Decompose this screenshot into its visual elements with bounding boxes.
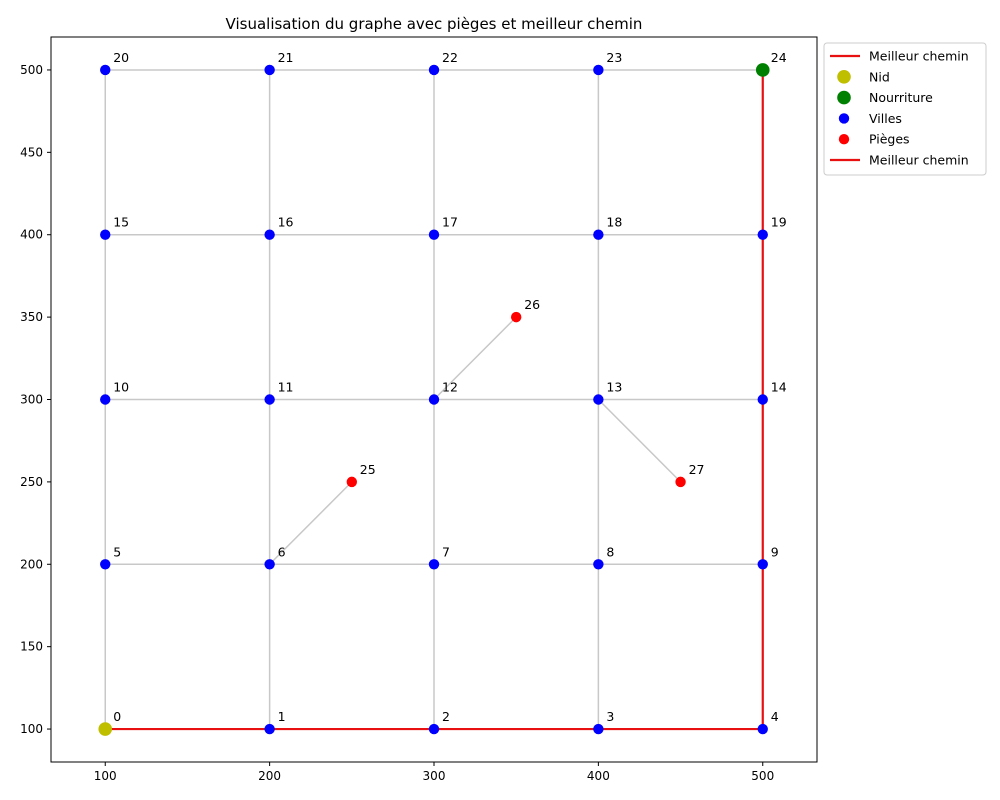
- node-label: 11: [278, 380, 294, 395]
- node-label: 20: [113, 50, 129, 65]
- node-label: 5: [113, 544, 121, 559]
- y-tick-label: 450: [20, 145, 43, 159]
- y-tick-label: 150: [20, 640, 43, 654]
- node-label: 3: [606, 709, 614, 724]
- y-tick-label: 200: [20, 557, 43, 571]
- trap-node: [675, 476, 686, 488]
- y-tick-label: 250: [20, 475, 43, 489]
- node-label: 10: [113, 380, 129, 395]
- city-node: [593, 723, 604, 735]
- city-node: [428, 559, 440, 570]
- x-tick-label: 300: [423, 769, 446, 783]
- graph-edge: [433, 316, 517, 401]
- node-label: 7: [442, 544, 450, 559]
- legend: Meilleur chemin Nid Nourriture Villes Pièges…: [823, 42, 987, 176]
- x-tick-label: 200: [258, 769, 281, 783]
- city-node: [264, 64, 275, 76]
- node-label: 9: [771, 544, 779, 559]
- node-label: 22: [442, 50, 458, 65]
- legend-marker-swatch: [837, 90, 851, 105]
- legend-label: Villes: [869, 111, 902, 126]
- y-tick-label: 100: [20, 722, 43, 736]
- city-node: [264, 229, 275, 240]
- chart-title: Visualisation du graphe avec pièges et m…: [226, 15, 643, 33]
- legend-label: Nourriture: [869, 90, 933, 105]
- node-label: 0: [113, 709, 121, 724]
- food-node: [755, 63, 770, 77]
- legend-label: Meilleur chemin: [869, 49, 969, 64]
- node-label: 24: [771, 50, 787, 65]
- city-node: [757, 559, 768, 570]
- city-node: [428, 229, 440, 240]
- trap-node: [346, 476, 358, 488]
- y-tick-label: 400: [20, 228, 43, 242]
- city-node: [428, 64, 440, 76]
- city-node: [264, 559, 275, 570]
- graph-edge: [269, 481, 353, 565]
- graph-edge: [597, 398, 682, 483]
- legend-marker-swatch: [838, 113, 850, 124]
- node-label: 4: [771, 709, 779, 724]
- trap-node: [510, 311, 522, 323]
- city-node: [264, 394, 275, 405]
- node-label: 21: [278, 50, 294, 65]
- node-label: 16: [278, 215, 294, 230]
- node-label: 6: [278, 544, 286, 559]
- node-label: 12: [442, 380, 458, 395]
- x-tick-label: 400: [587, 769, 610, 783]
- city-node: [264, 723, 275, 735]
- legend-marker-swatch: [838, 134, 850, 145]
- city-node: [593, 394, 604, 405]
- city-node: [428, 723, 440, 735]
- node-label: 15: [113, 215, 129, 230]
- node-label: 17: [442, 215, 458, 230]
- nest-node: [98, 722, 113, 736]
- city-node: [100, 229, 111, 240]
- city-node: [100, 394, 111, 405]
- node-label: 18: [606, 215, 622, 230]
- node-label: 19: [771, 215, 787, 230]
- city-node: [757, 723, 768, 735]
- city-node: [593, 559, 604, 570]
- legend-label: Meilleur chemin: [869, 153, 969, 168]
- node-label: 25: [360, 462, 376, 477]
- node-label: 13: [606, 380, 622, 395]
- node-label: 23: [606, 50, 622, 65]
- city-node: [100, 559, 111, 570]
- y-tick-label: 350: [20, 310, 43, 324]
- city-node: [757, 229, 768, 240]
- node-label: 1: [278, 709, 286, 724]
- x-tick-label: 100: [94, 769, 117, 783]
- legend-marker-swatch: [837, 70, 851, 84]
- legend-box: [823, 42, 987, 176]
- node-label: 26: [524, 297, 540, 312]
- legend-label: Nid: [869, 69, 890, 84]
- y-tick-label: 300: [20, 393, 43, 407]
- graph-nodes: [98, 63, 770, 736]
- x-tick-label: 500: [751, 769, 774, 783]
- city-node: [100, 64, 111, 76]
- node-label: 2: [442, 709, 450, 724]
- y-tick-label: 500: [20, 63, 43, 77]
- city-node: [593, 229, 604, 240]
- city-node: [428, 394, 440, 405]
- node-label: 27: [689, 462, 705, 477]
- x-axis: 100 200 300 400 500: [94, 762, 774, 783]
- y-axis: 100 150 200 250 300 350 400 450 500: [20, 63, 51, 736]
- node-label: 8: [606, 544, 614, 559]
- legend-label: Pièges: [869, 132, 910, 147]
- city-node: [593, 64, 604, 76]
- node-label: 14: [771, 380, 787, 395]
- city-node: [757, 394, 768, 405]
